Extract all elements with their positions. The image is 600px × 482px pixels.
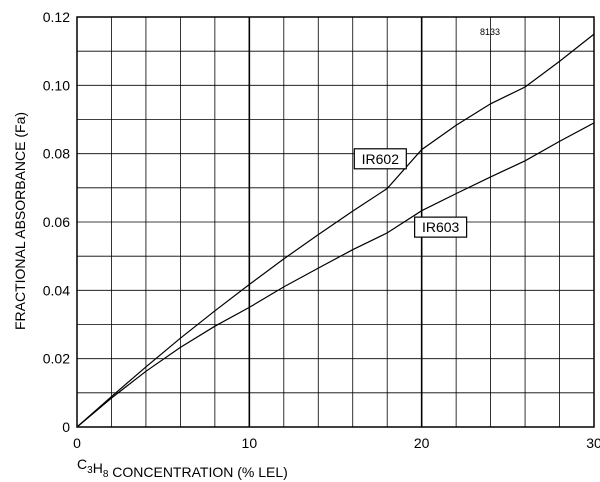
y-tick-label: 0.10 — [43, 77, 70, 93]
x-tick-label: 0 — [73, 435, 81, 451]
x-axis-title: C3H8 CONCENTRATION (% LEL) — [77, 456, 288, 480]
plot-frame — [76, 16, 595, 428]
x-axis-title-text: C — [77, 456, 87, 472]
x-axis-title-subscript: 8 — [103, 469, 109, 480]
x-axis-title-text: CONCENTRATION (% LEL) — [108, 464, 287, 480]
series-lines — [76, 33, 595, 428]
tick-labels: 0 10 20 30 0 0.02 0.04 0.06 0.08 0.10 0.12 — [43, 9, 600, 451]
x-tick-label: 30 — [586, 435, 600, 451]
x-axis-title-text: H — [93, 460, 103, 476]
x-tick-label: 20 — [414, 435, 430, 451]
x-axis-title-subscript: 3 — [87, 465, 93, 476]
figure-code: 8133 — [480, 27, 500, 37]
series-line-ir602 — [76, 33, 595, 428]
y-tick-label: 0.04 — [43, 282, 70, 298]
series-label-ir603: IR603 — [422, 219, 460, 235]
series-label-box — [414, 216, 468, 238]
y-axis-title: FRACTIONAL ABSORBANCE (Fa) — [12, 112, 28, 330]
x-tick-label: 10 — [242, 435, 258, 451]
y-tick-label: 0.08 — [43, 146, 70, 162]
y-tick-label: 0 — [62, 419, 70, 435]
series-labels: IR602 IR603 — [353, 148, 468, 238]
series-label-box — [353, 148, 407, 170]
y-tick-label: 0.06 — [43, 214, 70, 230]
grid — [77, 17, 594, 427]
y-tick-label: 0.02 — [43, 351, 70, 367]
series-line-ir603 — [76, 122, 595, 428]
y-tick-label: 0.12 — [43, 9, 70, 25]
series-label-ir602: IR602 — [362, 151, 400, 167]
